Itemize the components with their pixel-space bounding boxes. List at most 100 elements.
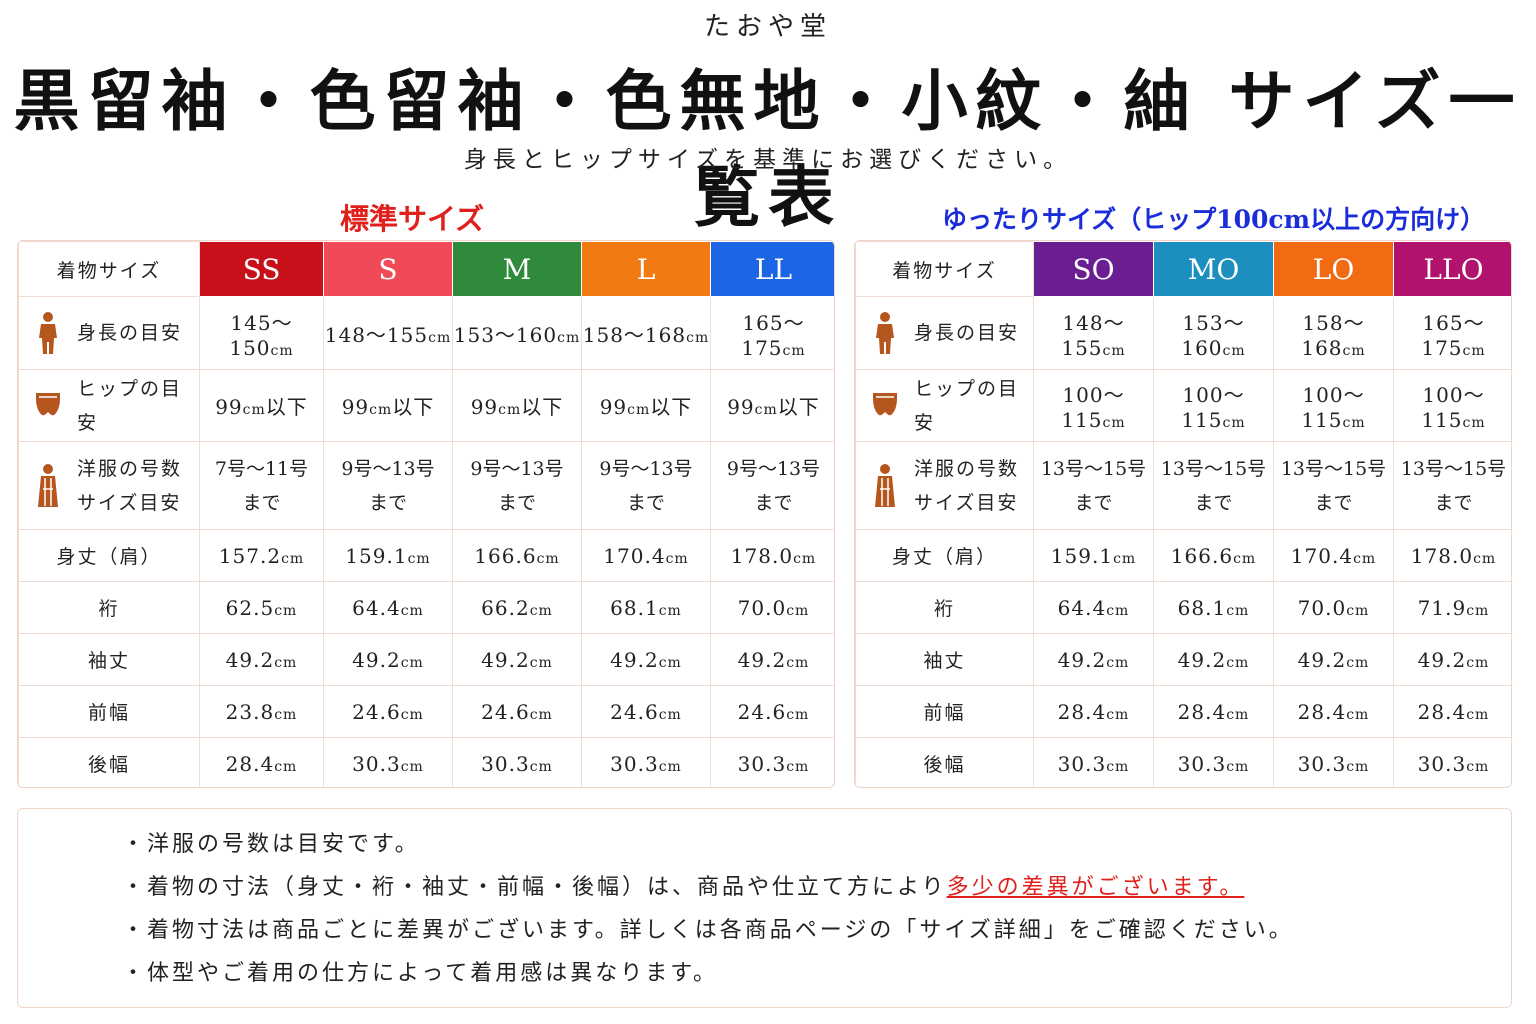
value-number: 28.4 [1297,699,1347,724]
value-unit: cm [786,602,810,619]
row-label-text: ヒップの目安 [77,372,199,440]
western-size-range: 9号〜13号 [341,457,435,480]
page-title: 黒留袖・色留袖・色無地・小紋・紬 サイズ一覧表 [13,62,1523,236]
value-number: 49.2 [352,647,401,672]
measure-label: 後幅 [18,737,200,787]
hip-icon [36,392,60,415]
measure-value: 49.2cm [1393,633,1511,686]
value-unit: cm [1233,550,1257,567]
row-label-content: ヒップの目安 [870,372,1033,440]
value-unit: cm [1106,602,1130,619]
value-number: 159.1 [345,543,408,568]
western-size-suffix: まで [1434,491,1473,514]
value-number: 100〜115 [1061,383,1125,432]
value-unit: cm [529,758,553,775]
hip-value: 99cm以下 [710,369,834,442]
value-unit: cm [529,654,553,671]
value-unit: cm [782,342,806,359]
value-suffix: 以下 [777,395,820,419]
note-item: ・着物寸法は商品ごとに差異がございます。詳しくは各商品ページの「サイズ詳細」をご… [122,909,1294,952]
value-suffix: 以下 [392,395,435,419]
measure-value: 28.4cm [1273,685,1394,738]
value-number: 64.4 [1057,595,1107,620]
measure-value: 178.0cm [710,529,834,582]
measure-value: 170.4cm [581,529,711,582]
measure-value: 30.3cm [1033,737,1154,787]
hip-value: 99cm以下 [581,369,711,442]
western-size-value: 9号〜13号 まで [710,441,834,530]
shop-name: たおや堂 [703,12,832,42]
value-number: 100〜115 [1421,383,1485,432]
row-label-text: 洋服の号数 サイズ目安 [914,452,1019,520]
value-number: 153〜160 [1181,310,1245,360]
value-number: 28.4 [1057,699,1107,724]
value-number: 49.2 [225,647,275,672]
value-number: 166.6 [474,543,537,568]
value-number: 99 [470,395,499,419]
value-unit: cm [1466,758,1490,775]
person-icon [876,312,894,354]
value-number: 145〜150 [229,310,293,360]
value-number: 30.3 [1057,751,1107,776]
value-number: 28.4 [1417,699,1467,724]
person-icon [33,310,63,356]
measure-value: 66.2cm [452,581,582,634]
value-number: 24.6 [352,699,401,724]
value-number: 30.3 [481,751,530,776]
western-size-suffix: まで [1074,491,1113,514]
value-number: 99 [341,395,370,419]
row-label-text: 身長の目安 [914,316,1019,350]
value-unit: cm [1466,706,1490,723]
page-subtitle: 身長とヒップサイズを基準にお選びください。 [463,147,1073,173]
value-unit: cm [658,602,682,619]
size-header-mo: MO [1153,241,1274,297]
dress-icon [33,463,63,509]
measure-value: 49.2cm [1153,633,1274,686]
value-unit: cm [274,706,298,723]
row-label-content: ヒップの目安 [33,372,199,440]
hip-row: ヒップの目安 100〜115cm 100〜115cm 100〜115cm 100〜115… [855,369,1511,442]
measure-value: 30.3cm [1273,737,1394,787]
western-size-suffix: まで [754,491,793,514]
value-suffix: 以下 [521,395,564,419]
value-number: 30.3 [1417,751,1467,776]
note-text: ・体型やご着用の仕方によって着用感は異なります。 [122,961,719,986]
value-unit: cm [786,654,810,671]
value-unit: cm [1346,654,1370,671]
value-unit: cm [281,550,305,567]
value-unit: cm [270,342,294,359]
row-label: ヒップの目安 [18,369,200,442]
value-unit: cm [1462,415,1486,431]
hip-icon [873,392,897,415]
value-unit: cm [400,602,424,619]
size-header-lo: LO [1273,241,1394,297]
hip-icon [870,383,900,429]
dress-icon [38,463,58,507]
measure-value: 24.6cm [581,685,711,738]
value-unit: cm [400,706,424,723]
value-number: 49.2 [610,647,659,672]
height-row: 身長の目安 148〜155cm 153〜160cm 158〜168cm 165〜175c… [855,296,1511,370]
measure-value: 170.4cm [1273,529,1394,582]
note-emphasis: 多少の差異がございます。 [946,875,1245,900]
standard-size-heading: 標準サイズ [340,202,485,236]
western-size-range: 13号〜15号 [1400,457,1507,480]
standard-size-table-panel: 着物サイズ SS S M L LL 身長の目安 145〜150cm 148〜155cm 153〜… [17,240,835,788]
measure-value: 30.3cm [1153,737,1274,787]
hip-value: 99cm以下 [323,369,453,442]
value-unit: cm [1342,342,1366,359]
dress-icon [870,463,900,509]
note-text: ・着物寸法は商品ごとに差異がございます。詳しくは各商品ページの「サイズ詳細」をご… [122,918,1294,943]
value-unit: cm [1226,758,1250,775]
value-unit: cm [1226,654,1250,671]
height-row: 身長の目安 145〜150cm 148〜155cm 153〜160cm 158〜168c… [18,296,834,370]
value-number: 24.6 [610,699,659,724]
value-number: 49.2 [1057,647,1107,672]
value-unit: cm [1226,706,1250,723]
value-unit: cm [274,758,298,775]
size-header-llo: LLO [1393,241,1511,297]
measure-value: 64.4cm [323,581,453,634]
western-size-range: 13号〜15号 [1160,457,1267,480]
note-item: ・体型やご着用の仕方によって着用感は異なります。 [122,952,1294,995]
value-number: 148〜155 [324,322,429,347]
